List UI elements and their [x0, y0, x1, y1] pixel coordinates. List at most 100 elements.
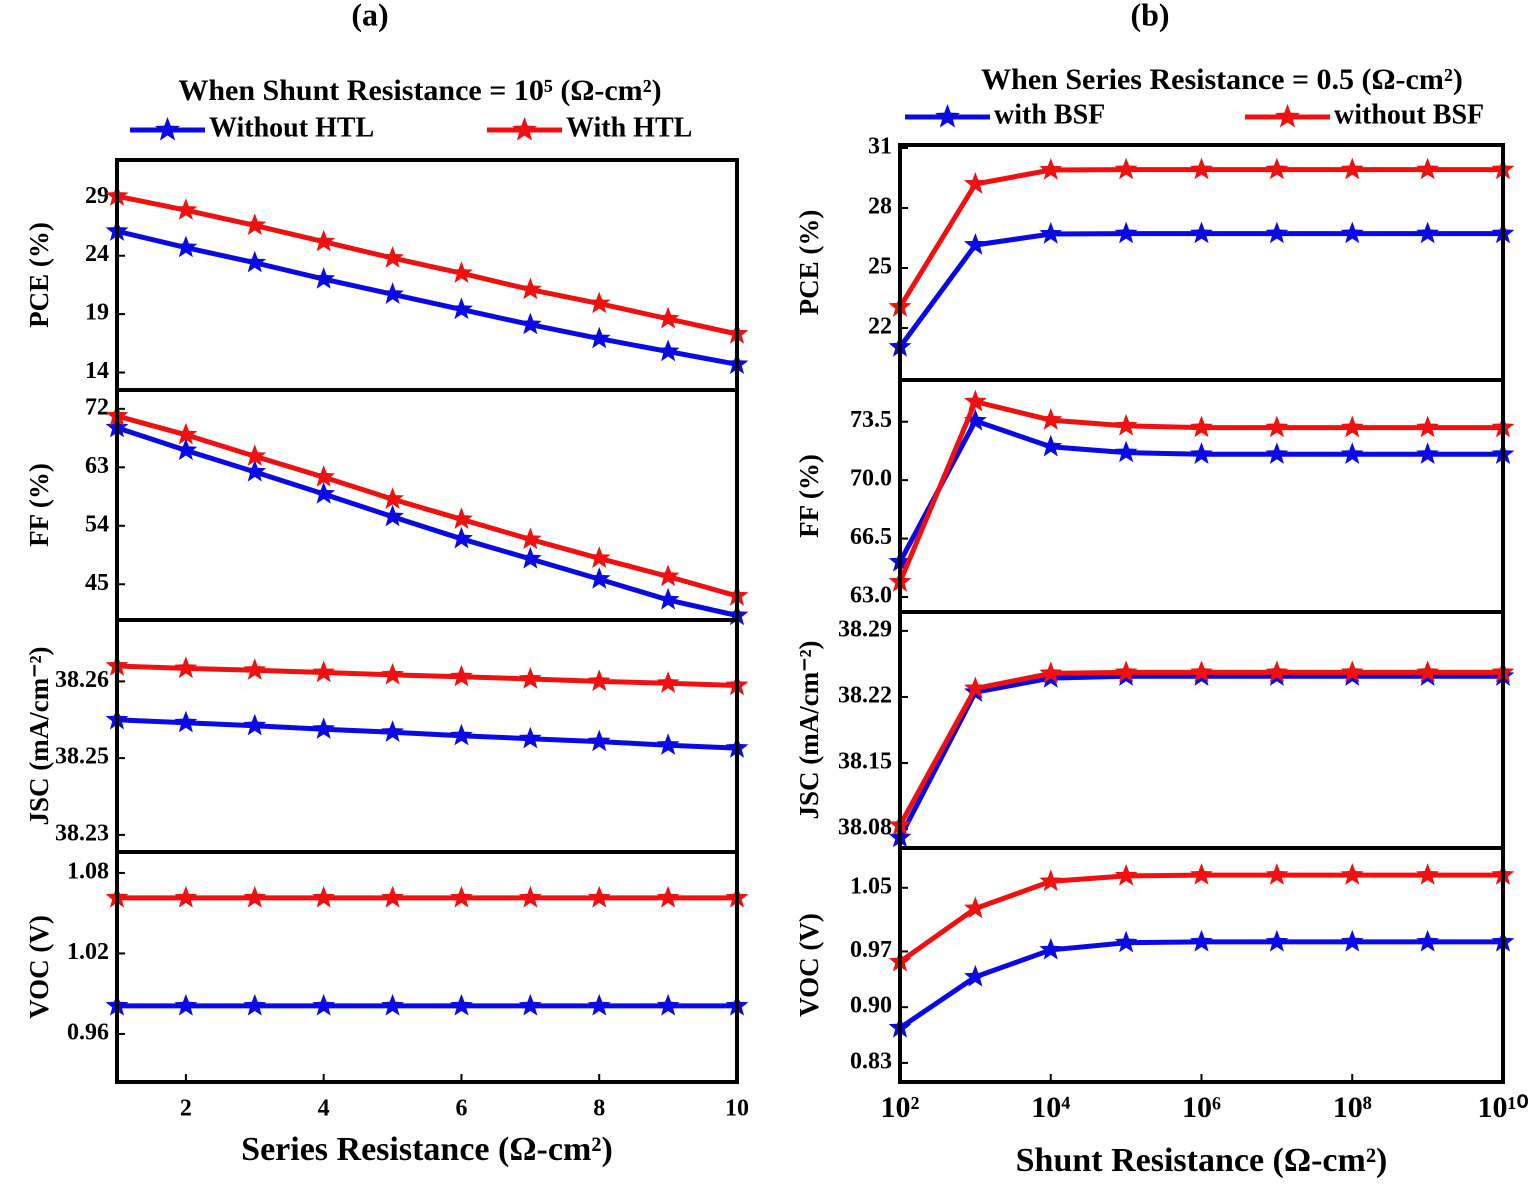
data-point [1416, 415, 1439, 438]
panel-title: When Shunt Resistance = 10⁵ (Ω-cm²) [178, 74, 661, 107]
y-axis-label: FF (%) [24, 463, 54, 547]
y-axis-label: PCE (%) [794, 210, 824, 316]
data-point [1265, 157, 1289, 180]
series-line [116, 193, 738, 337]
data-point [1265, 863, 1289, 885]
x-tick-label: 10¹⁰ [1477, 1091, 1528, 1124]
y-tick-label: 19 [85, 300, 109, 326]
data-point [1039, 937, 1063, 960]
data-point [174, 993, 198, 1016]
data-point [1114, 221, 1138, 244]
data-point [1039, 158, 1063, 180]
data-point [964, 896, 987, 919]
data-point [656, 885, 680, 908]
data-point [1265, 660, 1289, 683]
panel-title: When Series Resistance = 0.5 (Ω-cm²) [981, 63, 1463, 96]
data-point [450, 261, 473, 283]
data-point [1340, 415, 1364, 438]
legend-label: Without HTL [209, 112, 374, 143]
legend-label: With HTL [566, 112, 692, 143]
data-point [1416, 929, 1439, 952]
panel-label: (b) [1130, 0, 1169, 32]
subplot-frame [898, 610, 1505, 850]
x-tick-label: 10⁶ [1182, 1091, 1221, 1124]
data-point [1039, 434, 1063, 457]
data-point [243, 713, 267, 736]
series-line [897, 231, 1503, 349]
y-axis-label: VOC (V) [794, 913, 824, 1017]
subplot-frame [898, 378, 1505, 614]
data-point [1039, 661, 1063, 684]
data-point [656, 339, 680, 362]
data-point [312, 885, 336, 908]
legend-label: with BSF [994, 99, 1105, 130]
subplot-frame [898, 846, 1505, 1084]
data-point [656, 587, 680, 610]
y-tick-label: 1.02 [67, 939, 109, 965]
data-point [312, 229, 336, 252]
data-point [174, 235, 198, 258]
x-axis-label: Series Resistance (Ω-cm²) [241, 1131, 613, 1168]
y-tick-label: 29 [85, 183, 109, 209]
data-point [656, 733, 680, 755]
data-point [381, 662, 404, 685]
data-point [1265, 442, 1289, 464]
data-point [174, 198, 198, 220]
data-point [587, 993, 611, 1016]
data-point [243, 444, 267, 466]
data-point [587, 291, 611, 314]
y-tick-label: 38.25 [55, 744, 109, 770]
y-tick-label: 14 [85, 358, 109, 384]
data-point [1340, 660, 1364, 683]
data-point [964, 964, 987, 987]
x-tick-label: 4 [318, 1096, 330, 1122]
y-tick-label: 63 [85, 453, 109, 479]
data-point [450, 885, 473, 908]
data-point [381, 504, 404, 527]
series-line [116, 663, 738, 688]
data-point [964, 233, 987, 255]
data-point [1340, 442, 1364, 464]
legend-marker [155, 117, 180, 141]
data-point [1340, 863, 1364, 885]
data-point [312, 717, 336, 739]
x-tick-label: 10² [881, 1091, 920, 1124]
y-tick-label: 0.90 [850, 993, 892, 1019]
y-axis-label: FF (%) [794, 454, 824, 538]
y-tick-label: 38.23 [55, 820, 109, 846]
data-point [1190, 157, 1213, 180]
data-point [1190, 442, 1213, 464]
data-point [587, 669, 611, 692]
data-point [587, 729, 611, 752]
series-line [116, 228, 738, 367]
data-point [381, 885, 404, 908]
y-tick-label: 70.0 [850, 466, 892, 492]
data-point [450, 993, 473, 1016]
data-point [1114, 660, 1138, 683]
data-point [518, 312, 542, 335]
data-point [656, 564, 680, 587]
data-point [518, 667, 542, 689]
data-point [587, 546, 611, 568]
legend-marker [935, 104, 960, 128]
subplot-frame [115, 388, 739, 622]
y-tick-label: 1.05 [850, 873, 892, 899]
legend-marker [512, 117, 537, 141]
data-point [381, 993, 404, 1016]
data-point [381, 246, 404, 268]
y-tick-label: 31 [868, 134, 892, 160]
y-tick-label: 0.97 [850, 937, 892, 963]
data-point [1039, 869, 1063, 892]
data-point [964, 676, 987, 699]
data-point [1340, 157, 1364, 180]
y-axis-label: PCE (%) [24, 222, 54, 328]
y-axis-label: JSC (mA/cm⁻²) [24, 646, 54, 825]
data-point [964, 172, 987, 194]
data-point [1190, 929, 1213, 952]
data-point [1265, 929, 1289, 952]
data-point [587, 567, 611, 589]
data-point [1340, 929, 1364, 952]
y-tick-label: 38.26 [55, 667, 109, 693]
x-tick-label: 8 [593, 1096, 605, 1122]
data-point [450, 297, 473, 320]
